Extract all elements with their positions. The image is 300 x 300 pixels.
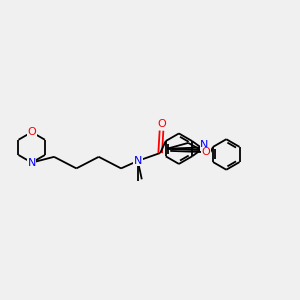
Text: O: O — [201, 147, 210, 157]
Text: O: O — [157, 119, 166, 129]
Text: N: N — [200, 140, 208, 150]
Text: N: N — [28, 158, 36, 168]
Text: O: O — [27, 127, 36, 137]
Text: N: N — [134, 156, 142, 166]
